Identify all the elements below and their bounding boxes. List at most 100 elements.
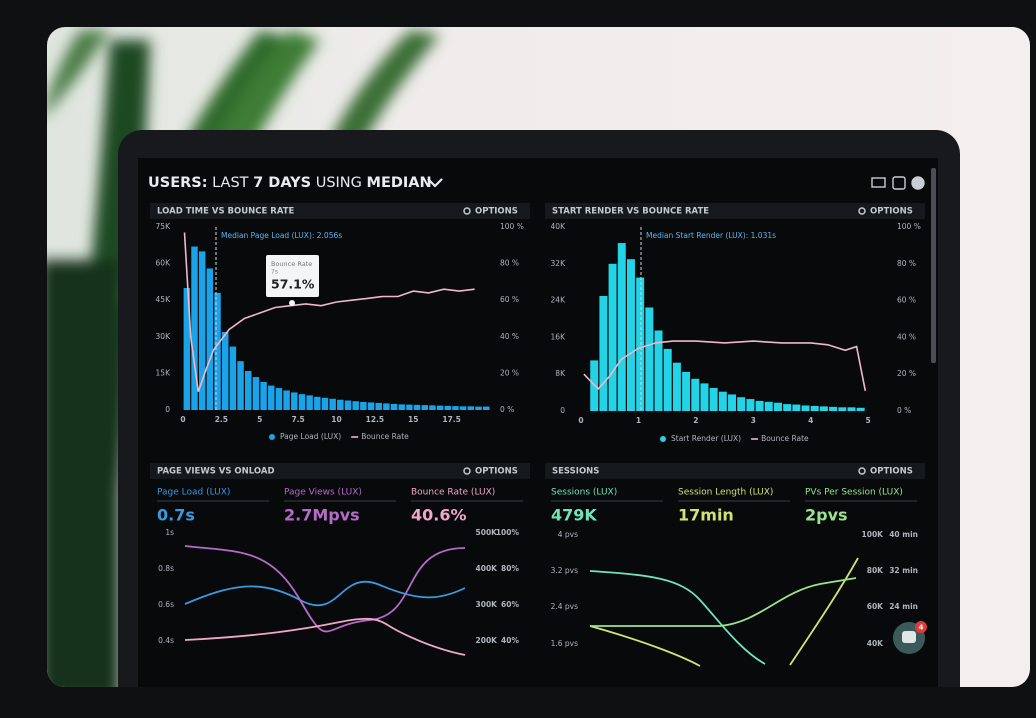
share-icon[interactable] — [892, 176, 906, 190]
bar — [306, 395, 313, 410]
bar — [838, 407, 847, 411]
bar — [221, 331, 229, 410]
y3-tick-label: 32 min — [889, 566, 918, 575]
options-button[interactable]: OPTIONS — [475, 467, 518, 477]
x-tick-label: 0 — [180, 415, 185, 424]
y2-tick-label: 60K — [867, 602, 884, 611]
bar — [321, 397, 329, 410]
y2-tick-label: 100 % — [897, 222, 921, 231]
bar — [291, 392, 298, 410]
metric-label: PVs Per Session (LUX) — [805, 488, 903, 498]
x-tick-label: 7.5 — [291, 415, 304, 424]
curve — [590, 577, 857, 627]
y3-tick-label: 100% — [496, 528, 520, 537]
options-button[interactable]: OPTIONS — [870, 207, 913, 217]
bar — [268, 385, 275, 410]
metric-value: 0.7s — [157, 506, 195, 525]
bar — [344, 400, 352, 410]
metric-value: 17min — [678, 506, 734, 525]
title-part: LAST — [212, 175, 249, 191]
y-tick-label: 3.2 pvs — [551, 566, 579, 575]
bar — [467, 406, 475, 410]
y2-tick-label: 100K — [862, 530, 885, 539]
y-tick-label: 0.8s — [158, 564, 174, 573]
panel-title: PAGE VIEWS VS ONLOAD — [157, 467, 275, 477]
bar — [856, 407, 865, 411]
metric-label: Sessions (LUX) — [551, 488, 617, 498]
bar — [728, 394, 737, 411]
tooltip-value: 57.1% — [271, 277, 315, 292]
y2-tick-label: 80K — [867, 566, 884, 575]
bar — [229, 346, 237, 410]
panel-header — [150, 463, 530, 479]
bar — [237, 361, 244, 410]
panel-title: SESSIONS — [552, 467, 599, 477]
y-tick-label: 0.4s — [158, 636, 174, 645]
bar — [337, 399, 344, 410]
y2-tick-label: 400K — [476, 564, 499, 573]
options-button[interactable]: OPTIONS — [870, 467, 913, 477]
bar — [452, 406, 459, 410]
metric-label: Bounce Rate (LUX) — [411, 488, 495, 498]
legend-swatch — [660, 436, 666, 442]
bar — [260, 381, 267, 410]
bar — [283, 390, 290, 410]
chat-icon — [902, 631, 916, 643]
bar — [636, 277, 645, 411]
bar — [214, 292, 221, 410]
x-tick-label: 17.5 — [442, 415, 461, 424]
x-tick-label: 2 — [693, 416, 698, 425]
bar — [183, 288, 191, 410]
y2-tick-label: 80 % — [897, 259, 916, 268]
help-icon[interactable] — [911, 176, 925, 190]
title-part: USING — [316, 175, 362, 191]
legend-swatch — [269, 434, 275, 440]
curve — [589, 557, 859, 667]
dropdown-chevron[interactable] — [427, 178, 443, 188]
monitor-icon[interactable] — [871, 177, 886, 188]
options-button[interactable]: OPTIONS — [475, 207, 518, 217]
y2-tick-label: 0 % — [500, 405, 514, 414]
tooltip-title: Bounce Rate — [271, 260, 312, 268]
legend-label: Bounce Rate — [361, 432, 409, 441]
x-tick-label: 12.5 — [366, 415, 385, 424]
bar — [398, 404, 405, 410]
metric-label: Page Load (LUX) — [157, 488, 230, 498]
legend-label: Bounce Rate — [761, 434, 809, 443]
bar — [191, 246, 198, 410]
pageviews-curves — [184, 545, 466, 656]
y-tick-label: 15K — [156, 368, 172, 377]
bar — [682, 371, 691, 411]
y2-tick-label: 100 % — [500, 222, 524, 231]
title-part: MEDIAN — [367, 175, 432, 191]
bar — [700, 383, 709, 411]
leaf — [47, 30, 110, 120]
y2-tick-label: 40 % — [500, 332, 519, 341]
y-tick-label: 16K — [551, 332, 567, 341]
x-tick-label: 2.5 — [215, 415, 228, 424]
median-annotation: Median Page Load (LUX): 2.056s — [221, 231, 342, 240]
options-icon — [463, 207, 471, 215]
laptop-screen — [138, 158, 938, 687]
photo: USERS: LAST 7 DAYS USING MEDIAN LOAD TIM… — [47, 27, 1030, 687]
bar — [406, 404, 413, 410]
y2-tick-label: 0 % — [897, 406, 911, 415]
bar — [709, 388, 718, 411]
y-tick-label: 24K — [551, 296, 567, 305]
y-tick-label: 4 pvs — [558, 530, 578, 539]
bar — [792, 404, 801, 411]
panel-title: START RENDER VS BOUNCE RATE — [552, 207, 709, 217]
bounce-line — [583, 340, 867, 391]
bar — [801, 405, 810, 411]
bar — [329, 398, 336, 410]
bar — [663, 348, 672, 411]
dashboard-title: USERS: LAST 7 DAYS USING MEDIAN — [148, 175, 432, 191]
y-tick-label: 60K — [156, 259, 172, 268]
metric-value: 2.7Mpvs — [284, 506, 360, 525]
bar — [645, 307, 654, 411]
y2-tick-label: 300K — [476, 600, 499, 609]
y3-tick-label: 24 min — [889, 602, 918, 611]
bar — [383, 403, 390, 410]
bar — [608, 263, 617, 411]
